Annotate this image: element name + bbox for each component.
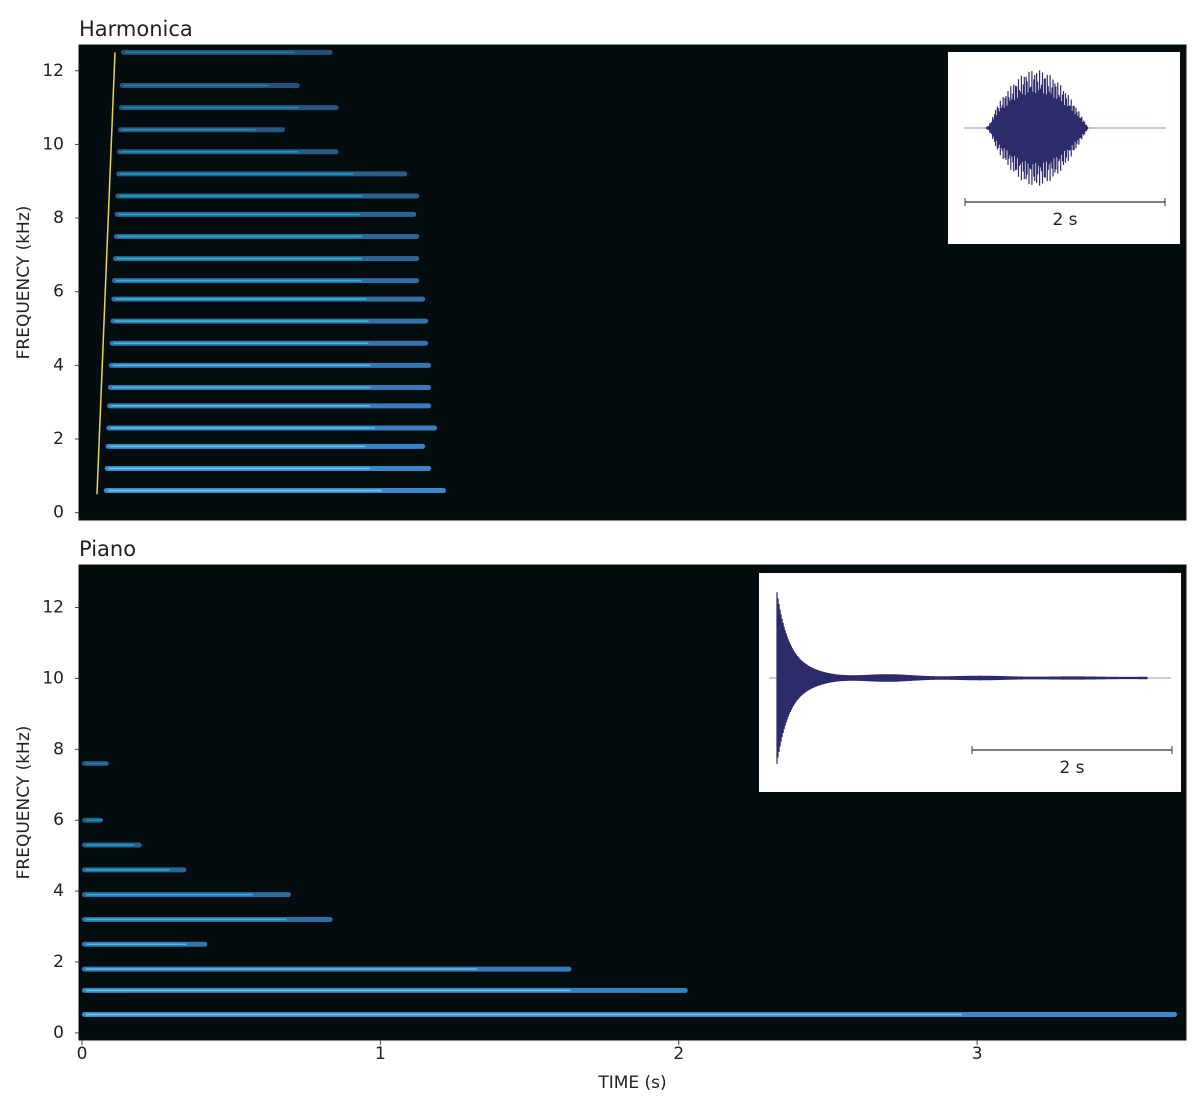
y-tick-label: 8 xyxy=(53,208,64,228)
harmonic-core xyxy=(85,869,170,871)
harmonic-core xyxy=(111,386,371,389)
y-tick-label: 10 xyxy=(42,668,64,688)
waveform xyxy=(776,592,1148,764)
harmonic-core xyxy=(125,51,295,54)
harmonic-core xyxy=(121,128,256,131)
harmonic-core xyxy=(120,173,354,175)
harmonic-core xyxy=(108,467,370,470)
y-tick-label: 4 xyxy=(53,355,64,375)
harmonic-core xyxy=(107,489,382,492)
waveform xyxy=(984,70,1090,186)
harmonic-core xyxy=(85,762,108,765)
y-tick-label: 4 xyxy=(53,881,64,901)
y-tick-label: 6 xyxy=(53,810,64,830)
harmonic-core xyxy=(115,298,367,300)
y-tick-label: 12 xyxy=(42,61,64,81)
harmonic-core xyxy=(114,320,369,322)
waveform-inset xyxy=(964,70,1166,186)
harmonic-core xyxy=(85,989,571,992)
onset-line xyxy=(96,52,116,495)
y-tick-label: 2 xyxy=(53,952,64,972)
harmonic-core xyxy=(116,279,362,282)
x-axis-label: TIME (s) xyxy=(597,1073,666,1093)
x-tick-label: 1 xyxy=(375,1044,386,1064)
harmonic-core xyxy=(118,213,360,216)
harmonic-core xyxy=(85,893,254,896)
y-tick-label: 8 xyxy=(53,739,64,759)
y-axis-label: FREQUENCY (kHz) xyxy=(14,726,34,880)
harmonic-core xyxy=(85,968,478,970)
harmonic-core xyxy=(116,257,362,260)
harmonic-core xyxy=(121,150,299,153)
y-tick-label: 12 xyxy=(42,598,64,618)
scale-label: 2 s xyxy=(1052,210,1077,230)
harmonic-core xyxy=(110,427,375,429)
panel-title: Harmonica xyxy=(79,17,193,41)
harmonic-core xyxy=(117,235,363,238)
x-tick-label: 3 xyxy=(972,1044,983,1064)
harmonic-core xyxy=(112,364,371,367)
y-tick-label: 0 xyxy=(53,1023,64,1043)
harmonic-core xyxy=(119,195,363,197)
y-tick-label: 10 xyxy=(42,134,64,154)
harmonic-core xyxy=(111,405,371,407)
y-tick-label: 6 xyxy=(53,282,64,302)
harmonic-core xyxy=(85,844,134,846)
harmonic-core xyxy=(85,943,187,946)
harmonic-core xyxy=(109,445,366,448)
x-tick-label: 0 xyxy=(77,1044,88,1064)
scale-label: 2 s xyxy=(1059,758,1084,778)
y-tick-label: 0 xyxy=(53,503,64,523)
y-tick-label: 2 xyxy=(53,429,64,449)
panel-title: Piano xyxy=(79,537,136,561)
harmonic-core xyxy=(122,106,299,109)
harmonic-core xyxy=(85,819,103,822)
y-axis-label: FREQUENCY (kHz) xyxy=(14,206,34,360)
harmonic-core xyxy=(113,342,369,345)
waveform-inset xyxy=(769,592,1171,764)
harmonic-core xyxy=(85,918,287,921)
harmonic-core xyxy=(123,84,268,87)
harmonic-core xyxy=(85,1013,963,1016)
x-tick-label: 2 xyxy=(673,1044,684,1064)
